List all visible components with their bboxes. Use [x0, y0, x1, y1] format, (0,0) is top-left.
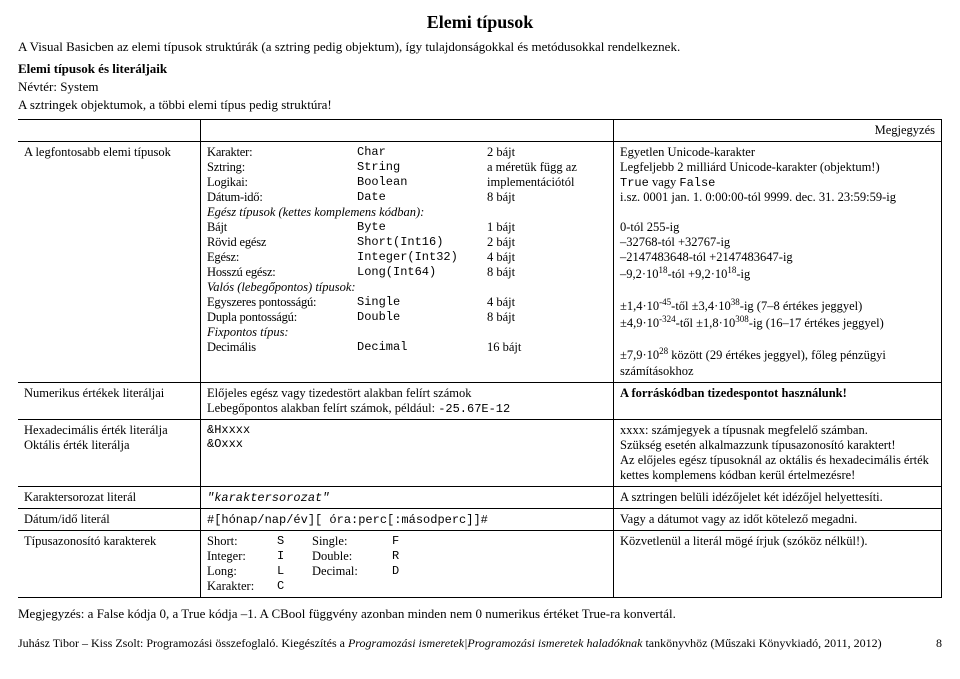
- table-row: A legfontosabb elemi típusokKarakter:Cha…: [18, 142, 942, 383]
- types-table: Megjegyzés A legfontosabb elemi típusokK…: [18, 119, 942, 598]
- footer-left: Juhász Tibor – Kiss Zsolt: Programozási …: [18, 636, 882, 651]
- page-number: 8: [936, 636, 942, 651]
- table-row: Típusazonosító karakterekShort:SSingle:F…: [18, 530, 942, 597]
- table-row: Numerikus értékek literáljaiElőjeles egé…: [18, 382, 942, 419]
- table-row: Hexadecimális érték literáljaOktális ért…: [18, 419, 942, 486]
- note-header: Megjegyzés: [614, 120, 942, 142]
- intro-line-1: A Visual Basicben az elemi típusok struk…: [18, 39, 942, 55]
- intro-line-2: Névtér: System: [18, 79, 942, 95]
- intro-subhead: Elemi típusok és literáljaik: [18, 61, 942, 77]
- table-row: Karaktersorozat literál"karaktersorozat"…: [18, 486, 942, 508]
- page-title: Elemi típusok: [18, 12, 942, 33]
- footnote: Megjegyzés: a False kódja 0, a True kódj…: [18, 606, 942, 622]
- intro-line-3: A sztringek objektumok, a többi elemi tí…: [18, 97, 942, 113]
- footer: Juhász Tibor – Kiss Zsolt: Programozási …: [18, 636, 942, 651]
- table-row: Dátum/idő literál#[hónap/nap/év][ óra:pe…: [18, 508, 942, 530]
